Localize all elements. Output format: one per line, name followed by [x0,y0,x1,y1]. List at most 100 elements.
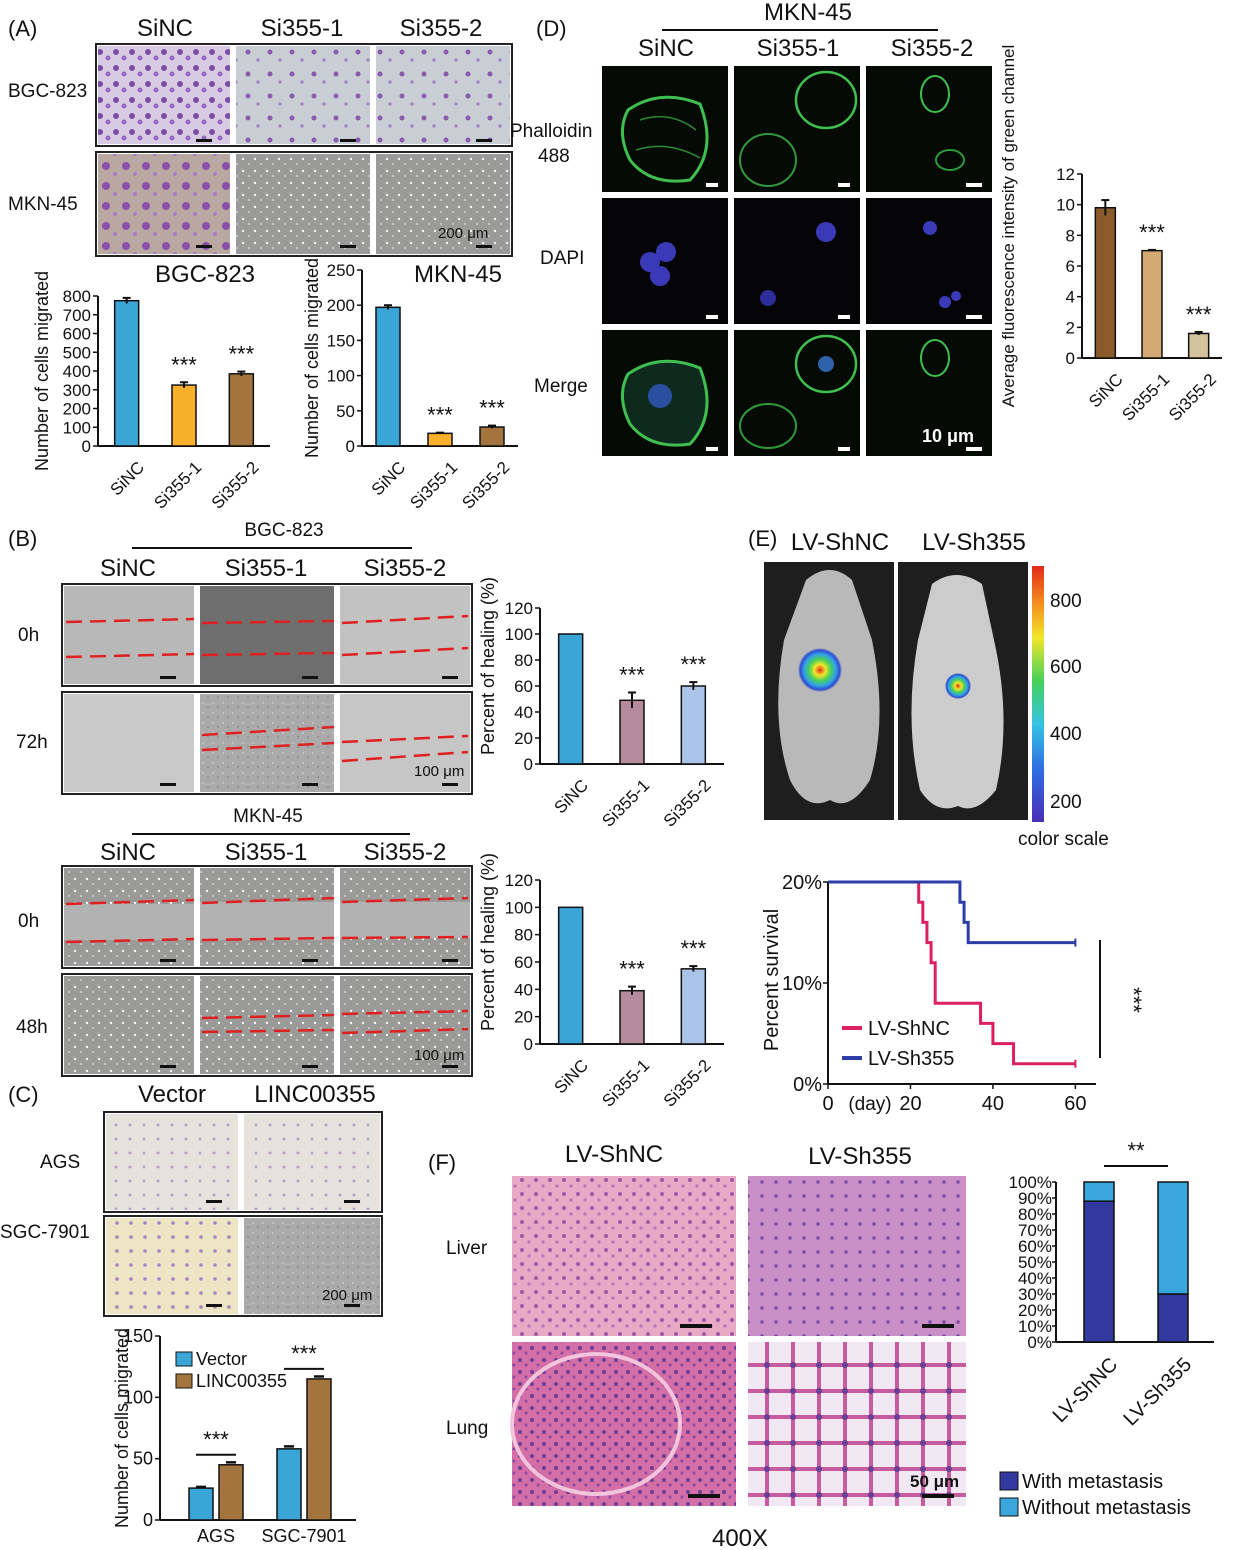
y-tick-label: 10 [1056,196,1075,215]
y-tick-label: 80 [514,926,533,945]
panel-b-label: (B) [8,526,37,551]
y-axis-label: Percent survival [761,909,783,1051]
y-tick-label: 200 [63,400,91,419]
y-tick-label: 2 [1066,318,1075,337]
panel-a-micrographs [95,43,513,257]
panel-d-micrographs [600,64,992,458]
y-tick-label: 12 [1056,165,1075,184]
panel-d-row-1a: Phalloidin [510,121,592,142]
panel-c-col-1: Vector [138,1081,206,1108]
significance-label: *** [680,652,706,677]
x-tick-label: 20 [899,1093,921,1115]
chart-title: BGC-823 [155,261,255,288]
bar-segment [1083,1181,1115,1202]
panel-b-bottom-col-3: Si355-2 [364,839,447,866]
y-tick-label: 0 [524,1035,533,1054]
bar [218,1464,244,1521]
y-tick-label: 50 [336,402,355,421]
y-tick-label: 500 [63,343,91,362]
significance-label: *** [1186,302,1212,327]
panel-f-label: (F) [428,1150,456,1175]
panel-b-top-micrographs [61,583,473,795]
scale-bar [196,245,212,248]
scale-bar [442,676,458,679]
y-tick-label: 60% [1018,1237,1052,1256]
scale-bar [838,315,850,319]
panel-b-top-col-2: Si355-1 [225,555,308,582]
y-tick-label: 0 [346,437,355,456]
x-axis-label: (day) [848,1094,891,1115]
y-tick-label: 4 [1066,288,1075,307]
scale-bar [476,139,492,142]
scale-bar [302,783,318,786]
y-tick-label: 20% [782,872,822,894]
panel-e-label: (E) [748,526,777,551]
significance-label: *** [619,957,645,982]
panel-b-top-col-3: Si355-2 [364,555,447,582]
scale-bar [966,183,982,187]
y-tick-label: 10% [1018,1317,1052,1336]
micrograph-a-bgc-si2 [376,46,510,144]
legend-label: With metastasis [1022,1471,1163,1493]
micrograph-a-bgc-sinc [98,46,230,144]
chart-a-mkn45: 0 50 100 150 200 250 MKN-45 Number of cells mig… [302,258,518,513]
micrograph-a-bgc-si1 [236,46,370,144]
y-tick-label: 80% [1018,1205,1052,1224]
bar-segment [1083,1200,1115,1343]
scale-bar [340,139,356,142]
survival-line [828,880,1076,1066]
x-tick-label: Si355-2 [660,776,715,831]
chart-title: MKN-45 [414,261,502,288]
scale-bar [160,783,176,786]
scale-bar [206,1200,222,1203]
chart-f-stacked: 0%10%20%30%40%50%60%70%80%90%100% LV-ShNC… [999,1138,1214,1519]
y-tick-label: 20% [1018,1301,1052,1320]
panel-b-bottom-col-2: Si355-1 [225,839,308,866]
y-axis-label: Average fluorescence intensity of green … [999,45,1018,408]
panel-f-row-1: Liver [446,1238,488,1259]
bar [427,432,453,447]
y-tick-label: 8 [1066,226,1075,245]
scale-bar [344,1200,360,1203]
panel-d-col-1: SiNC [638,35,694,62]
colorbar-tick-600: 600 [1050,657,1082,678]
micrograph-a-mkn-si2 [376,154,510,254]
y-tick-label: 60 [514,953,533,972]
x-tick-label: Si355-2 [458,458,513,513]
legend-label: LV-Sh355 [868,1048,954,1070]
scale-bar [838,183,850,187]
legend-label: LINC00355 [196,1371,287,1391]
panel-f-col-1: LV-ShNC [565,1141,663,1168]
panel-f-col-2: LV-Sh355 [808,1143,912,1170]
panel-a-label: (A) [8,16,37,41]
panel-b-top-col-1: SiNC [100,555,156,582]
y-tick-label: 0% [793,1074,822,1096]
scale-bar [196,139,212,142]
y-tick-label: 30% [1018,1285,1052,1304]
bar [619,699,645,765]
y-tick-label: 100% [1009,1173,1052,1192]
y-tick-label: 60 [514,677,533,696]
survival-line [828,880,1076,945]
legend-swatch [999,1497,1019,1517]
chart-b-bgc823: 0 20 40 60 80 100 120 Percent of healing (%) SiN… [478,577,724,831]
panel-b-bottom-row-2: 48h [16,1017,48,1038]
y-tick-label: 100 [63,418,91,437]
y-tick-label: 40 [514,703,533,722]
y-tick-label: 20 [514,729,533,748]
panel-e-colorbar: 800 600 400 200 color scale [1018,566,1109,850]
panel-e-col-1: LV-ShNC [791,529,889,556]
x-tick-label: SiNC [550,1056,591,1097]
scale-bar [706,183,718,187]
panel-f-histology [510,1174,966,1508]
y-tick-label: 0 [143,1510,153,1530]
y-tick-label: 250 [327,261,355,280]
panel-b-bottom-row-1: 0h [18,911,39,932]
scale-bar [302,676,318,679]
bar [306,1378,332,1521]
bar [228,373,255,447]
scale-bar [966,447,982,451]
significance-label: *** [479,396,505,421]
bar [1094,206,1117,359]
